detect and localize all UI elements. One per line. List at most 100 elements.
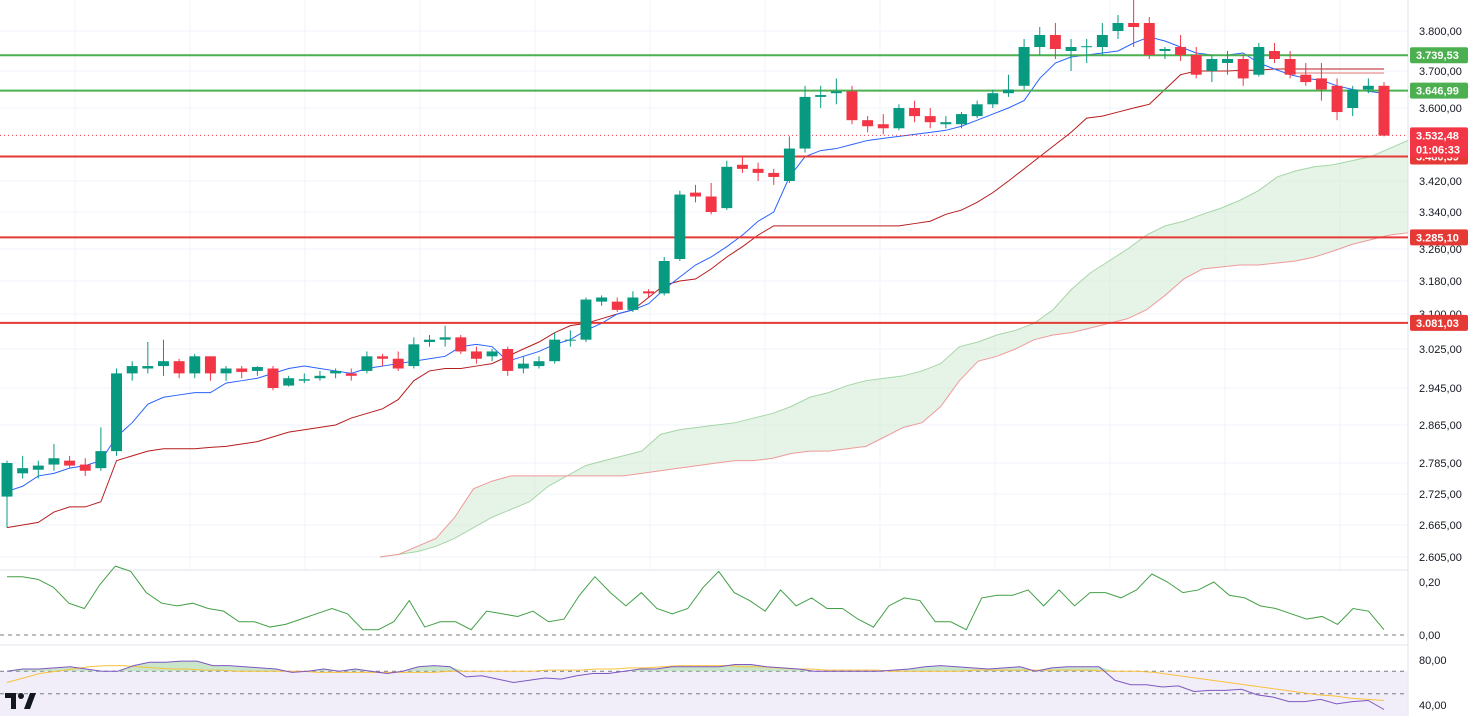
candle-body <box>17 468 29 474</box>
price-tick-label: 3.025,00 <box>1419 344 1462 356</box>
candle-body <box>79 464 91 471</box>
cloud-span-a <box>379 139 1409 558</box>
candle-body <box>486 351 498 357</box>
candle-body <box>564 339 576 341</box>
candle-body <box>64 460 76 466</box>
candle-body <box>1034 35 1046 47</box>
candle-body <box>643 291 655 294</box>
tradingview-logo-icon[interactable] <box>4 690 38 712</box>
candle-body <box>877 124 889 129</box>
price-tick-label: 2.945,00 <box>1419 383 1462 395</box>
candle-body <box>377 356 389 359</box>
candle-body <box>392 358 404 369</box>
level-badge <box>1410 82 1468 99</box>
candle-body <box>909 108 921 117</box>
candle-body <box>48 458 60 465</box>
candle-body <box>95 451 107 469</box>
horizontal-levels[interactable] <box>0 54 1408 324</box>
indicator2-line <box>6 660 1385 710</box>
candle-body <box>1065 47 1077 51</box>
candle-body <box>1268 51 1280 59</box>
price-tick-label: 3.700,00 <box>1419 66 1462 78</box>
candle-body <box>799 96 811 149</box>
candle-body <box>736 164 748 169</box>
candle-body <box>158 361 169 367</box>
candle-body <box>1096 35 1108 47</box>
candle-body <box>846 91 858 121</box>
candle-body <box>424 339 435 342</box>
candle-body <box>783 148 795 181</box>
indicator1-tick-label: 0,20 <box>1419 577 1440 589</box>
level-badge <box>1410 314 1468 331</box>
candle-body <box>173 361 185 374</box>
candle-body <box>1018 47 1030 86</box>
candle-body <box>189 356 201 374</box>
price-tick-label: 2.725,00 <box>1419 489 1462 501</box>
candle-body <box>1284 59 1296 75</box>
candle-body <box>408 344 420 367</box>
candle-body <box>690 192 701 197</box>
level-badge <box>1410 229 1468 246</box>
candle-body <box>987 93 999 105</box>
candle-body <box>204 356 216 374</box>
overbought-fill <box>0 661 1384 672</box>
candle-body <box>1347 89 1359 108</box>
candle-body <box>251 367 263 371</box>
candle-body <box>674 194 686 259</box>
candle-body <box>236 368 248 372</box>
countdown-label: 01:06:33 <box>1416 144 1460 156</box>
candle-body <box>361 356 373 371</box>
candle-body <box>1206 59 1218 71</box>
price-tick-label: 2.785,00 <box>1419 458 1462 470</box>
candle-body <box>956 114 967 125</box>
candle-body <box>298 379 310 381</box>
price-tick-label: 2.665,00 <box>1419 520 1462 532</box>
candle-body <box>924 116 936 123</box>
candle-body <box>439 337 451 340</box>
price-axis[interactable]: 3.800,00 3.700,00 3.600,00 3.420,00 3.340,00… <box>1419 26 1462 712</box>
price-tick-label: 2.605,00 <box>1419 552 1462 564</box>
candle-body <box>1002 89 1014 94</box>
candle-body <box>627 297 639 310</box>
candle-body <box>1112 23 1124 31</box>
candle-body <box>502 349 514 371</box>
candle-body <box>314 375 326 379</box>
candle-body <box>1 463 13 497</box>
candle-body <box>580 299 592 340</box>
candle-body <box>1362 85 1374 90</box>
candle-body <box>1190 55 1202 75</box>
candle-body <box>1159 49 1171 51</box>
candle-body <box>1081 46 1093 48</box>
candle-body <box>611 301 623 310</box>
candle-body <box>1222 59 1233 63</box>
candle-body <box>1378 85 1390 136</box>
indicator2-tick-label: 80,00 <box>1419 655 1447 667</box>
last-price-badge <box>1410 127 1468 158</box>
candle-body <box>721 166 733 209</box>
candle-body <box>705 196 717 212</box>
candle-body <box>111 373 123 452</box>
candle-body <box>455 337 467 352</box>
level-badge-label: 3.081,03 <box>1416 318 1459 330</box>
level-badge <box>1410 47 1468 64</box>
candle-body <box>940 122 952 125</box>
candle-body <box>283 378 295 386</box>
candle-body <box>815 95 827 97</box>
price-tick-label: 3.180,00 <box>1419 276 1462 288</box>
price-tick-label: 3.260,00 <box>1419 244 1462 256</box>
candle-body <box>1128 23 1140 27</box>
candle-body <box>1237 59 1249 79</box>
last-price-label: 3.532,48 <box>1416 130 1459 142</box>
candle-body <box>1315 78 1327 90</box>
indicator1-tick-label: 0,00 <box>1419 630 1440 642</box>
candle-body <box>220 368 232 374</box>
level-badge-label: 3.285,10 <box>1416 232 1459 244</box>
candle-body <box>1300 74 1312 83</box>
candle-body <box>768 172 780 177</box>
candle-body <box>32 465 44 470</box>
kijun-line <box>6 68 1384 529</box>
candle-body <box>126 366 138 374</box>
candle-body <box>862 120 874 127</box>
candle-body <box>893 108 905 129</box>
